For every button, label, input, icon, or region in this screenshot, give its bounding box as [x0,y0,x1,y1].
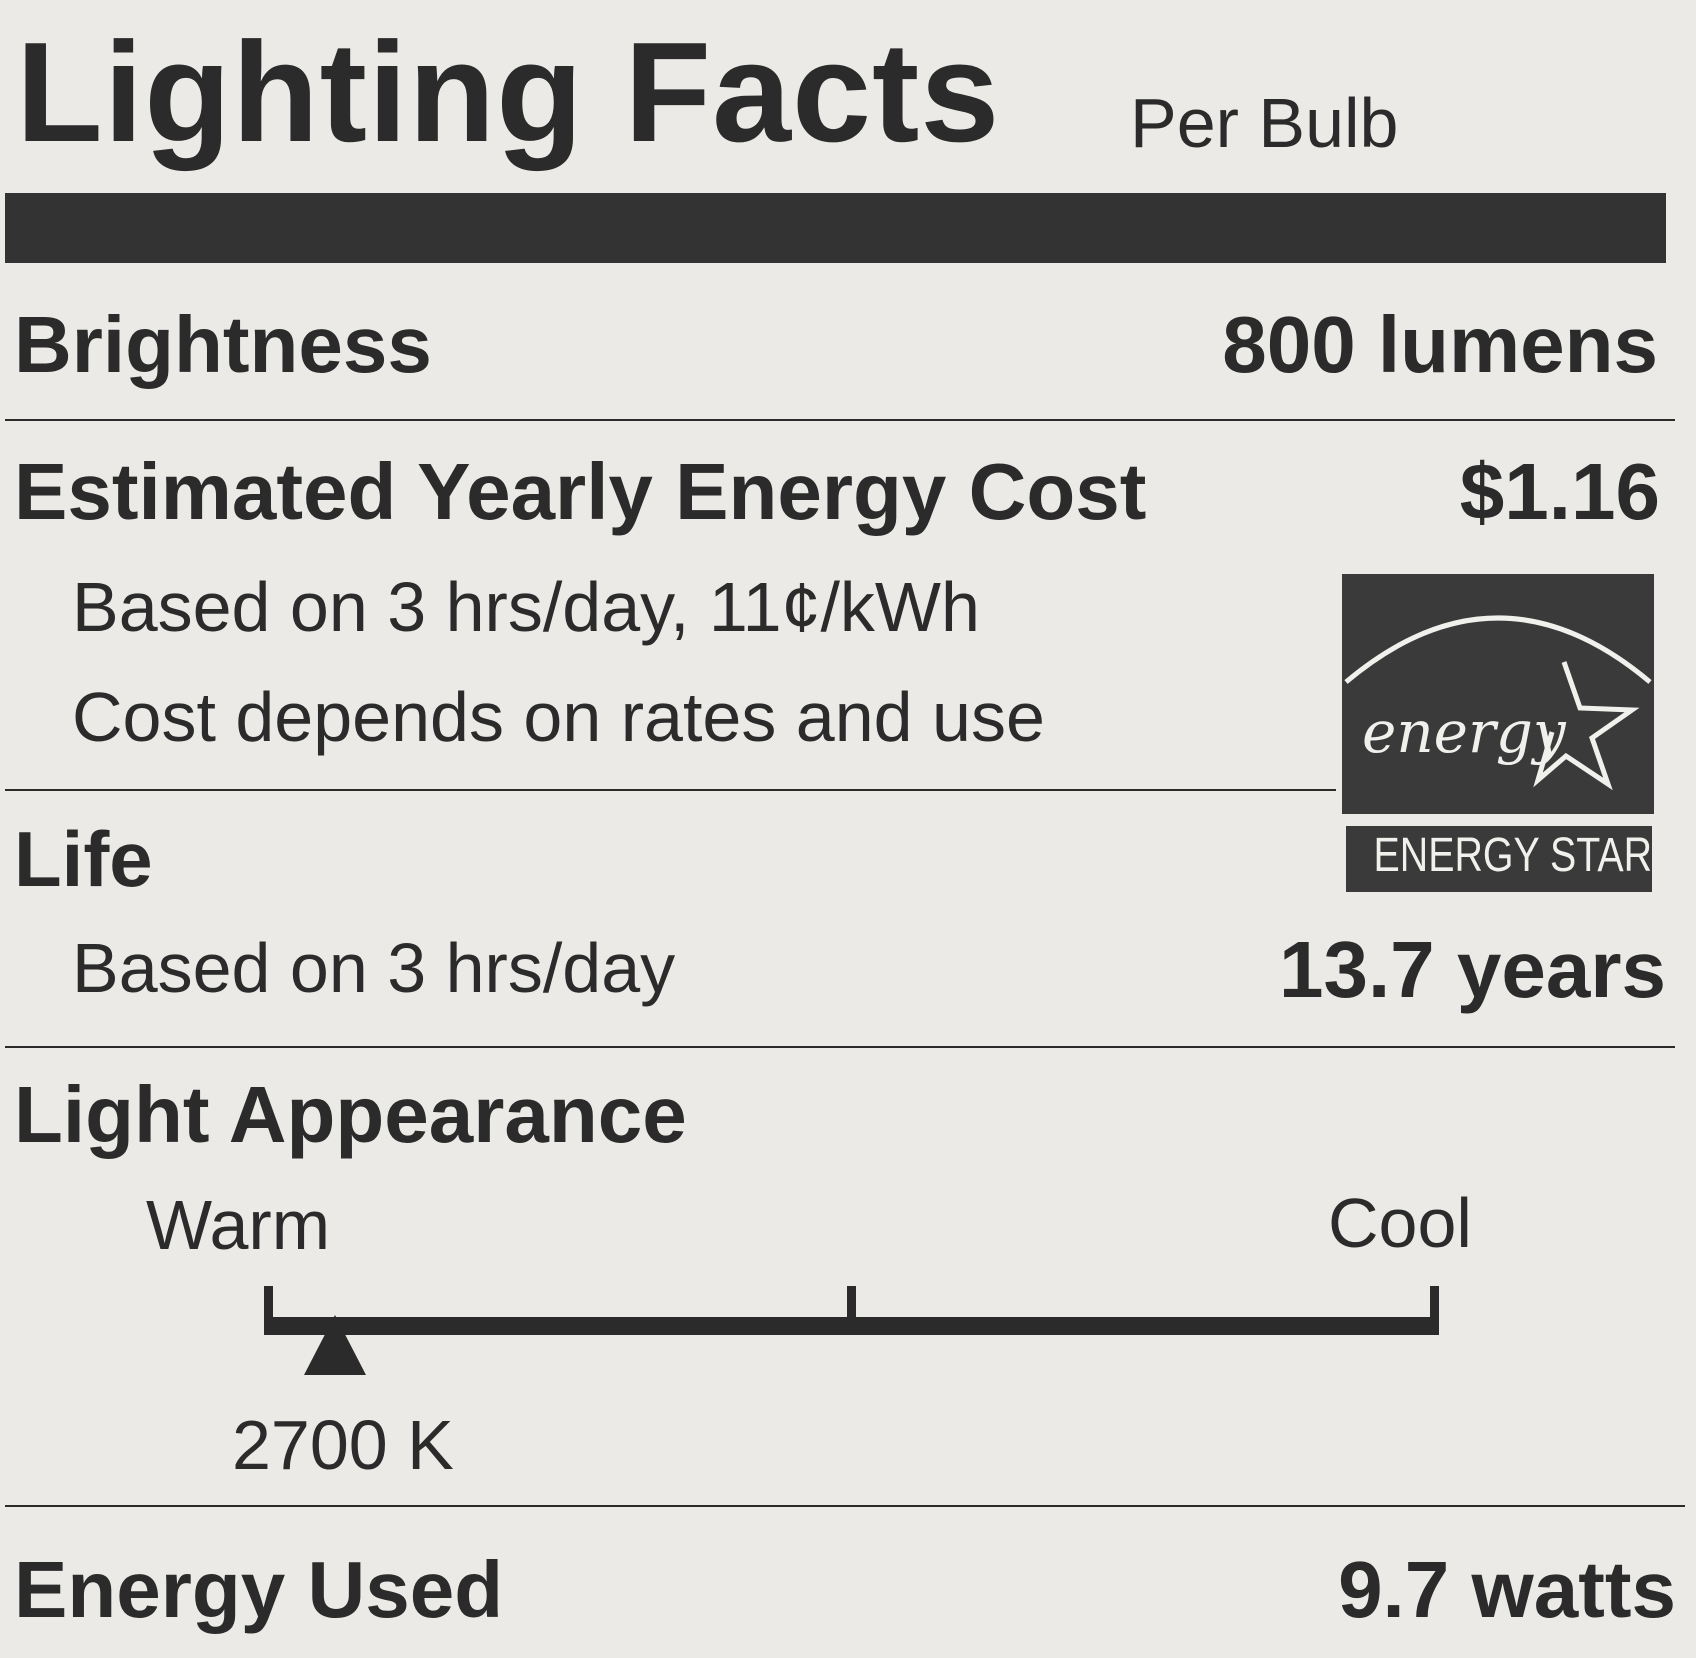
divider [5,1505,1685,1507]
color-temperature-scale [264,1286,1439,1346]
divider [5,1046,1675,1048]
energy-used-label: Energy Used [14,1545,504,1634]
energy-star-caption: ENERGY STAR [1373,829,1653,882]
header-bar [5,193,1666,263]
energy-cost-note-depends: Cost depends on rates and use [72,678,1045,756]
warm-label: Warm [146,1186,331,1264]
light-appearance-label: Light Appearance [14,1070,687,1159]
energy-star-logo: energy ENERGY STAR [1342,574,1654,892]
energy-cost-value: $1.16 [1459,447,1660,536]
color-temperature-marker-icon [304,1315,366,1375]
scale-tick-right [1430,1286,1439,1335]
energy-star-icon: energy [1342,574,1654,892]
scale-tick-left [264,1286,273,1335]
divider [5,789,1336,791]
divider [5,419,1675,421]
color-temperature-value: 2700 K [232,1406,454,1484]
cool-label: Cool [1328,1184,1472,1262]
scale-tick-middle [847,1286,856,1335]
life-note: Based on 3 hrs/day [72,929,676,1007]
energy-used-value: 9.7 watts [1338,1545,1676,1634]
energy-cost-label: Estimated Yearly Energy Cost [14,447,1147,536]
svg-text:energy: energy [1362,698,1567,766]
label-subtitle: Per Bulb [1130,84,1399,162]
brightness-value: 800 lumens [1222,300,1658,389]
brightness-label: Brightness [14,300,432,389]
label-title: Lighting Facts [16,13,1001,172]
life-label: Life [14,815,153,903]
life-value: 13.7 years [1278,925,1666,1014]
energy-cost-note-rate: Based on 3 hrs/day, 11¢/kWh [72,568,980,646]
